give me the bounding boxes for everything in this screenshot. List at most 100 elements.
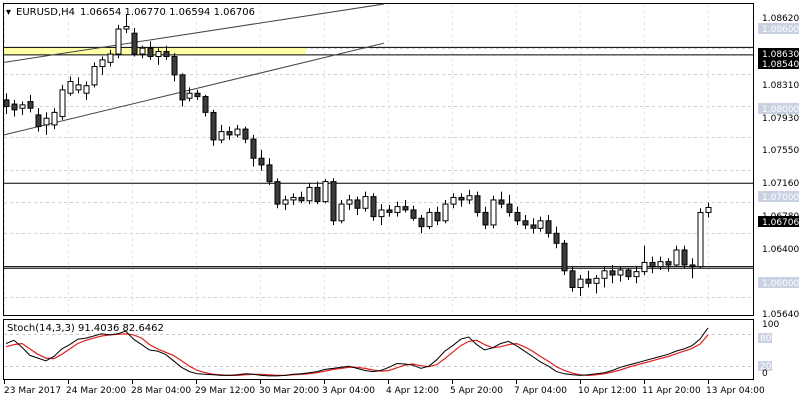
candle — [43, 112, 50, 135]
candle — [218, 124, 225, 144]
level-label-bg — [758, 48, 799, 59]
bear-candle-body — [3, 99, 10, 108]
stoch-layer — [5, 327, 709, 377]
bull-candle-body — [123, 26, 130, 30]
time-tick: 5 Apr 20:00 — [450, 386, 503, 396]
bull-candle-body — [633, 271, 640, 278]
candle — [378, 204, 385, 225]
level-label-bg — [758, 277, 799, 288]
bear-candle-body — [681, 249, 688, 266]
bull-candle-body — [601, 270, 608, 279]
stoch-panel[interactable] — [3, 319, 754, 380]
candle — [434, 206, 441, 225]
time-tick: 3 Apr 04:00 — [322, 386, 375, 396]
bear-candle-body — [410, 209, 417, 219]
bull-candle-body — [139, 47, 146, 55]
bull-candle-body — [426, 211, 433, 228]
chart-symbol: EURUSD,H4 — [16, 7, 75, 18]
bear-candle-body — [522, 220, 529, 226]
bull-candle-body — [115, 28, 122, 55]
bear-candle-body — [665, 261, 672, 266]
bull-candle-body — [338, 203, 345, 222]
candle — [625, 268, 632, 280]
bear-candle-body — [474, 195, 481, 213]
candle — [67, 76, 74, 96]
bull-candle-body — [617, 269, 624, 276]
candle — [673, 245, 680, 267]
price-tick: 1.07550 — [762, 146, 799, 156]
bull-candle-body — [450, 196, 457, 205]
level-label-bg — [758, 191, 799, 202]
candle — [681, 245, 688, 269]
candle — [147, 41, 154, 60]
candle — [450, 193, 457, 209]
candle — [258, 149, 265, 171]
candle — [370, 193, 377, 221]
time-tick: 7 Apr 04:00 — [514, 386, 567, 396]
bull-candle-body — [593, 277, 600, 284]
channel-line — [3, 42, 385, 136]
time-tick: 24 Mar 20:00 — [66, 386, 126, 396]
price-tick: 1.07930 — [762, 114, 799, 124]
candle — [402, 199, 409, 213]
candle — [298, 191, 305, 204]
stoch-level-bg — [758, 333, 772, 343]
bull-candle-body — [19, 104, 26, 109]
candle — [75, 77, 82, 94]
bull-candle-body — [697, 211, 704, 268]
candle — [490, 195, 497, 229]
level-label: 1.08000 — [762, 105, 799, 115]
candle — [163, 45, 170, 60]
bear-candle-body — [530, 224, 537, 229]
candle — [577, 274, 584, 296]
candle — [689, 258, 696, 279]
candle — [346, 194, 353, 210]
bull-candle-body — [466, 195, 473, 201]
candle — [506, 194, 513, 217]
bear-candle-body — [418, 217, 425, 228]
bear-candle-body — [506, 203, 513, 213]
bull-candle-body — [91, 66, 98, 86]
stoch-tick: 0 — [762, 369, 768, 379]
candle — [171, 53, 178, 82]
bull-candle-body — [234, 128, 241, 136]
candle — [186, 87, 193, 102]
candle — [362, 191, 369, 212]
candle — [226, 126, 233, 140]
candle — [306, 183, 313, 205]
chart-ohlc: 1.06654 1.06770 1.06594 1.06706 — [80, 7, 255, 18]
bear-candle-body — [298, 196, 305, 202]
bull-candle-body — [705, 206, 712, 213]
time-tick: 4 Apr 12:00 — [386, 386, 439, 396]
candle — [569, 266, 576, 292]
bull-candle-body — [43, 117, 50, 126]
candle — [514, 206, 521, 225]
current-price-label: 1.06706 — [762, 218, 799, 228]
bear-candle-body — [202, 96, 209, 113]
bull-candle-body — [59, 89, 66, 118]
bear-candle-body — [330, 181, 337, 222]
bull-candle-body — [378, 209, 385, 218]
candle — [522, 214, 529, 230]
bull-candle-body — [577, 278, 584, 288]
bear-candle-body — [514, 211, 521, 222]
candle — [179, 73, 186, 107]
bear-candle-body — [553, 232, 560, 244]
bear-candle-body — [370, 196, 377, 218]
bull-candle-body — [322, 181, 329, 203]
level-label-bg — [758, 103, 799, 114]
bear-candle-body — [226, 131, 233, 136]
bear-candle-body — [689, 264, 696, 268]
bear-candle-body — [314, 186, 321, 203]
bear-candle-body — [171, 56, 178, 76]
candle — [633, 266, 640, 284]
candle — [290, 193, 297, 205]
bear-candle-body — [402, 206, 409, 211]
bear-candle-body — [179, 74, 186, 101]
symbol-icon: ▾ — [6, 7, 11, 18]
stoch-header: Stoch(14,3,3) 91.4036 82.6462 — [7, 323, 164, 334]
bear-candle-body — [569, 270, 576, 288]
price-panel[interactable] — [3, 3, 754, 316]
